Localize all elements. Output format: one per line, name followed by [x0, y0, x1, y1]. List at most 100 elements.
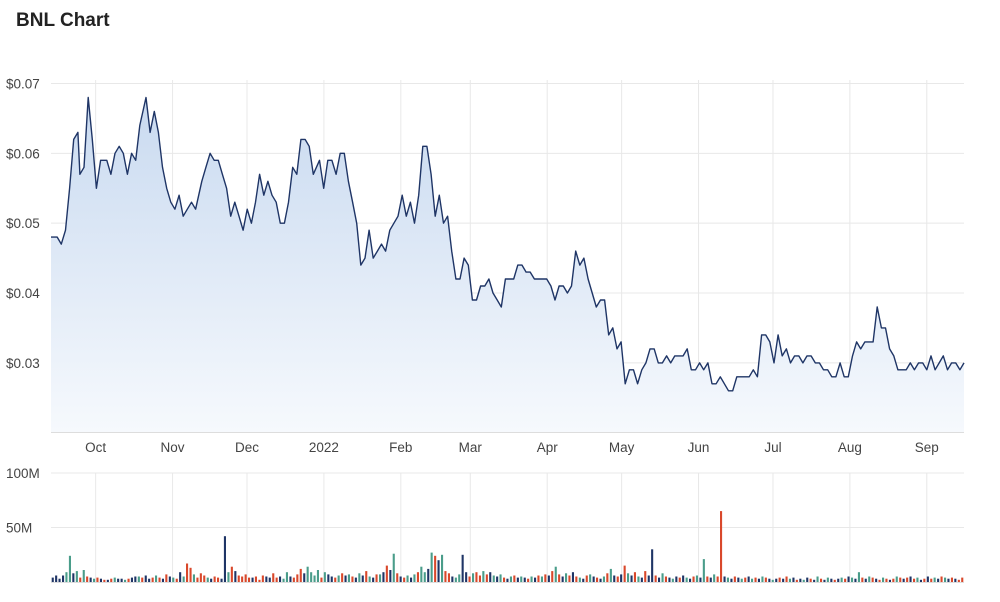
volume-bar — [782, 578, 785, 582]
volume-bar — [513, 575, 516, 582]
volume-bar — [55, 575, 58, 582]
volume-bar — [792, 577, 795, 582]
volume-bar — [930, 578, 933, 582]
volume-bar — [447, 573, 450, 582]
volume-bar — [944, 577, 947, 582]
volume-bar — [692, 576, 695, 582]
volume-bar — [664, 576, 667, 582]
volume-bar — [937, 578, 940, 582]
volume-bar — [882, 577, 885, 582]
volume-bar — [347, 574, 350, 582]
volume-bar — [303, 573, 306, 582]
x-tick-label: Nov — [161, 440, 185, 455]
volume-bar — [906, 577, 909, 582]
volume-bar — [99, 578, 102, 582]
volume-bar — [382, 572, 385, 582]
volume-bar — [616, 576, 619, 582]
volume-bar — [220, 578, 223, 582]
volume-bar — [671, 578, 674, 582]
volume-bar — [820, 578, 823, 582]
volume-bar — [265, 576, 268, 582]
volume-bar — [75, 571, 78, 582]
volume-bar — [285, 572, 288, 582]
volume-bar — [203, 575, 206, 582]
volume-bar — [709, 577, 712, 582]
volume-bar — [223, 536, 226, 582]
volume-bar — [902, 578, 905, 582]
volume-bar — [558, 574, 561, 582]
volume-bar — [771, 579, 774, 582]
volume-bar — [289, 576, 292, 582]
volume-bar — [851, 577, 854, 582]
volume-bar — [241, 576, 244, 582]
volume-bar — [554, 566, 557, 582]
volume-bar — [351, 576, 354, 582]
volume-bar — [423, 572, 426, 582]
volume-bar — [809, 578, 812, 582]
volume-bar — [406, 575, 409, 582]
volume-bar — [547, 575, 550, 582]
volume-bar — [571, 572, 574, 582]
volume-bar — [730, 578, 733, 582]
volume-bar — [565, 573, 568, 582]
volume-bar — [210, 578, 213, 582]
volume-bar — [296, 574, 299, 582]
volume-bar — [747, 576, 750, 582]
volume-bar — [199, 573, 202, 582]
volume-bar — [430, 552, 433, 582]
volume-bar — [961, 577, 964, 582]
volume-bar — [585, 575, 588, 582]
volume-bar — [358, 573, 361, 582]
volume-bar — [823, 579, 826, 582]
volume-bar — [168, 576, 171, 582]
volume-bar — [72, 573, 75, 582]
volume-bar — [654, 575, 657, 582]
volume-bar — [551, 571, 554, 582]
volume-bar — [795, 579, 798, 582]
volume-bar — [516, 577, 519, 582]
volume-bar — [830, 578, 833, 582]
volume-bar — [689, 578, 692, 582]
volume-bar — [813, 579, 816, 582]
volume-bar — [633, 572, 636, 582]
volume-bar — [389, 570, 392, 582]
volume-bar — [651, 549, 654, 582]
volume-bar — [489, 572, 492, 582]
volume-bar — [275, 577, 278, 582]
volume-bar — [451, 576, 454, 582]
volume-bar — [816, 576, 819, 582]
volume-bar — [916, 577, 919, 582]
volume-bar — [68, 555, 71, 582]
volume-bar — [578, 577, 581, 582]
volume-bar — [940, 576, 943, 582]
volume-bar — [523, 577, 526, 582]
volume-bar — [110, 578, 113, 582]
price-area — [51, 97, 964, 432]
volume-bar — [299, 568, 302, 582]
volume-bar — [840, 577, 843, 582]
volume-bar — [713, 574, 716, 582]
volume-bar — [799, 578, 802, 582]
volume-bar — [62, 575, 65, 582]
volume-bar — [647, 575, 650, 582]
volume-bar — [130, 577, 133, 582]
volume-bar — [368, 576, 371, 582]
volume-bar — [354, 577, 357, 582]
volume-bar — [685, 577, 688, 582]
volume-bar — [416, 572, 419, 582]
volume-bar — [137, 576, 140, 582]
volume-bar — [86, 576, 89, 582]
volume-bar — [568, 575, 571, 582]
volume-bar — [871, 577, 874, 582]
volume-bar — [155, 575, 158, 582]
volume-bar — [365, 571, 368, 582]
volume-bar — [888, 579, 891, 582]
volume-bar — [919, 579, 922, 582]
volume-bar — [702, 559, 705, 582]
volume-bar — [775, 578, 778, 582]
volume-bar — [926, 576, 929, 582]
volume-bar — [51, 577, 54, 582]
volume-bar — [740, 578, 743, 582]
volume-bar — [127, 578, 130, 582]
